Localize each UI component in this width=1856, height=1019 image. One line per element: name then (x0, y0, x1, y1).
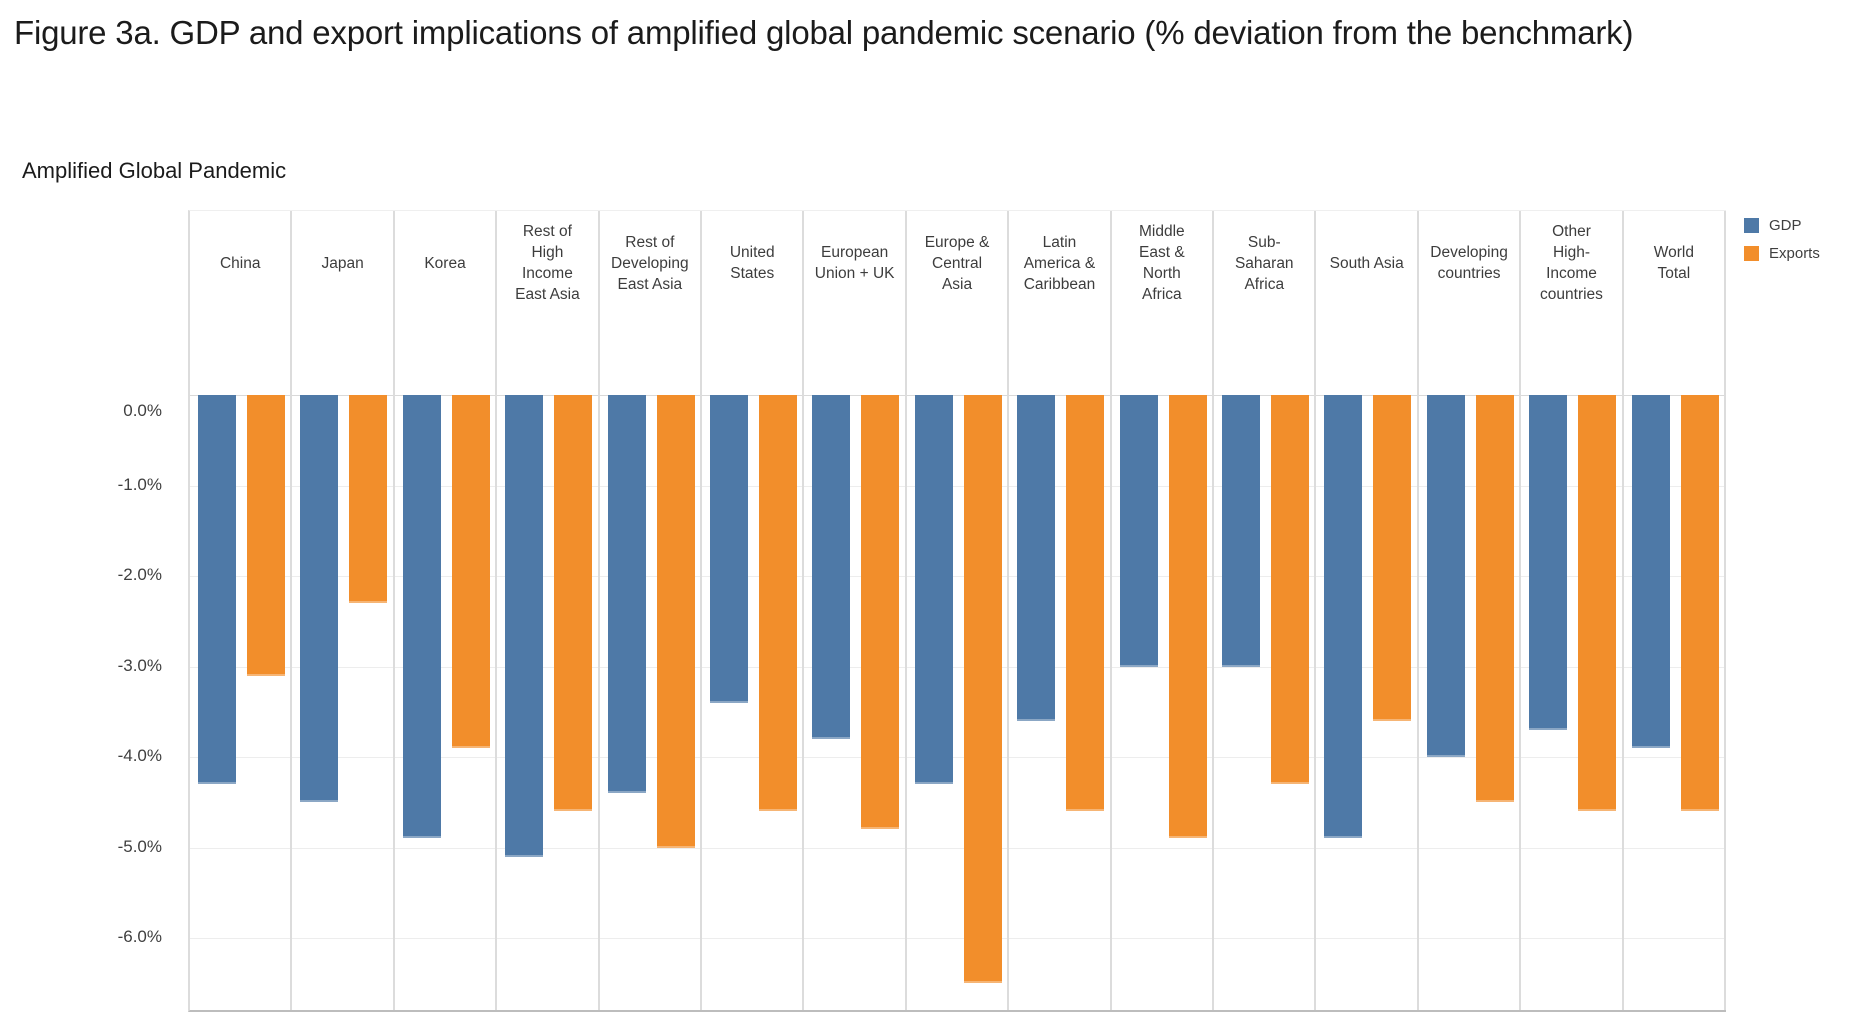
y-axis-tick-label: -3.0% (117, 655, 162, 675)
bar-exports-right[interactable] (1373, 395, 1412, 721)
bar-exports-right[interactable] (861, 395, 900, 830)
category-column: Rest of Developing East Asia (600, 211, 703, 1010)
category-label: Sub- Saharan Africa (1234, 233, 1294, 293)
gridline (190, 485, 1726, 487)
category-column: Japan (292, 211, 395, 1010)
bar-exports-right[interactable] (1475, 395, 1514, 803)
category-label: Korea (424, 254, 466, 272)
legend-label: GDP (1769, 217, 1802, 234)
legend-swatch-exports (1744, 246, 1759, 261)
category-column: Other High- Income countries (1521, 211, 1624, 1010)
bar-gdp-left[interactable] (1017, 395, 1056, 721)
category-column: Latin America & Caribbean (1009, 211, 1112, 1010)
bar-gdp-left[interactable] (710, 395, 749, 703)
category-label: Japan (321, 254, 364, 272)
gridline (190, 847, 1726, 849)
bar-gdp-left[interactable] (914, 395, 953, 785)
category-label: China (219, 254, 261, 272)
y-axis-tick-label: -4.0% (117, 746, 162, 765)
category-column: Korea (395, 211, 498, 1010)
category-label: South Asia (1329, 254, 1404, 272)
bar-gdp-left[interactable] (1119, 395, 1158, 667)
category-column: Middle East & North Africa (1112, 211, 1215, 1010)
bar-gdp-left[interactable] (1222, 395, 1261, 667)
legend: GDP Exports (1744, 217, 1820, 273)
y-axis: 0.0% -1.0% -2.0% -3.0% -4.0% -5.0% -6.0% (0, 210, 170, 1019)
category-column: Europe & Central Asia (907, 211, 1010, 1010)
chart-title: Amplified Global Pandemic (22, 158, 287, 183)
bar-chart: 0.0% -1.0% -2.0% -3.0% -4.0% -5.0% -6.0% China… (0, 210, 1856, 1019)
bar-gdp-left[interactable] (402, 395, 441, 839)
category-label: Rest of High Income East Asia (515, 223, 580, 303)
bar-gdp-left[interactable] (300, 395, 339, 803)
y-axis-tick-label: 0.0% (123, 401, 162, 420)
bar-exports-right[interactable] (1168, 395, 1207, 839)
bar-gdp-left[interactable] (607, 395, 646, 794)
bar-gdp-left[interactable] (812, 395, 851, 739)
gridline (190, 576, 1726, 577)
bar-gdp-left[interactable] (1426, 395, 1465, 757)
y-axis-tick-label: -2.0% (117, 565, 162, 584)
bar-gdp-left[interactable] (1529, 395, 1568, 730)
bar-exports-right[interactable] (1578, 395, 1617, 812)
legend-swatch-gdp (1744, 218, 1759, 233)
category-column: Sub- Saharan Africa (1214, 211, 1317, 1010)
category-column: Rest of High Income East Asia (497, 211, 600, 1010)
y-axis-tick-label: -1.0% (117, 474, 162, 494)
bar-exports-right[interactable] (1680, 395, 1719, 812)
figure-title: Figure 3a. GDP and export implications o… (14, 14, 1634, 51)
bar-exports-right[interactable] (554, 395, 593, 812)
y-axis-tick-label: -5.0% (117, 836, 162, 856)
category-column: European Union + UK (804, 211, 907, 1010)
gridline (190, 757, 1726, 758)
category-label: Developing countries (1430, 244, 1508, 282)
bar-exports-right[interactable] (1066, 395, 1105, 812)
zero-baseline (190, 395, 1726, 396)
bar-exports-right[interactable] (963, 395, 1002, 984)
bar-exports-right[interactable] (247, 395, 285, 676)
bar-exports-right[interactable] (656, 395, 695, 848)
plot-area: China Japan Korea Rest of High Income East … (188, 210, 1727, 1012)
bar-gdp-left[interactable] (1324, 395, 1363, 839)
bar-exports-right[interactable] (451, 395, 490, 748)
category-column: United States (702, 211, 805, 1010)
category-label: Middle East & North Africa (1139, 223, 1185, 303)
gridline (190, 666, 1726, 668)
category-label: Latin America & Caribbean (1023, 233, 1096, 293)
legend-item-exports[interactable]: Exports (1744, 245, 1820, 262)
category-label: Europe & Central Asia (924, 233, 990, 293)
category-column: China (190, 211, 293, 1010)
bar-gdp-left[interactable] (1631, 395, 1670, 748)
category-column: Developing countries (1419, 211, 1522, 1010)
category-label: United States (729, 244, 775, 282)
y-axis-tick-label: -6.0% (117, 927, 162, 946)
bar-gdp-left[interactable] (505, 395, 544, 857)
bar-exports-right[interactable] (349, 395, 388, 604)
category-column: South Asia (1316, 211, 1419, 1010)
bar-exports-right[interactable] (1271, 395, 1310, 785)
legend-item-gdp[interactable]: GDP (1744, 217, 1820, 234)
gridline (190, 938, 1726, 939)
category-column: World Total (1624, 211, 1727, 1010)
bar-exports-right[interactable] (759, 395, 798, 812)
category-label: Other High- Income countries (1540, 223, 1603, 303)
category-label: World Total (1653, 244, 1694, 282)
category-label: Rest of Developing East Asia (611, 233, 689, 293)
bar-gdp-left[interactable] (198, 395, 236, 785)
category-label: European Union + UK (814, 244, 895, 282)
legend-label: Exports (1769, 245, 1820, 262)
